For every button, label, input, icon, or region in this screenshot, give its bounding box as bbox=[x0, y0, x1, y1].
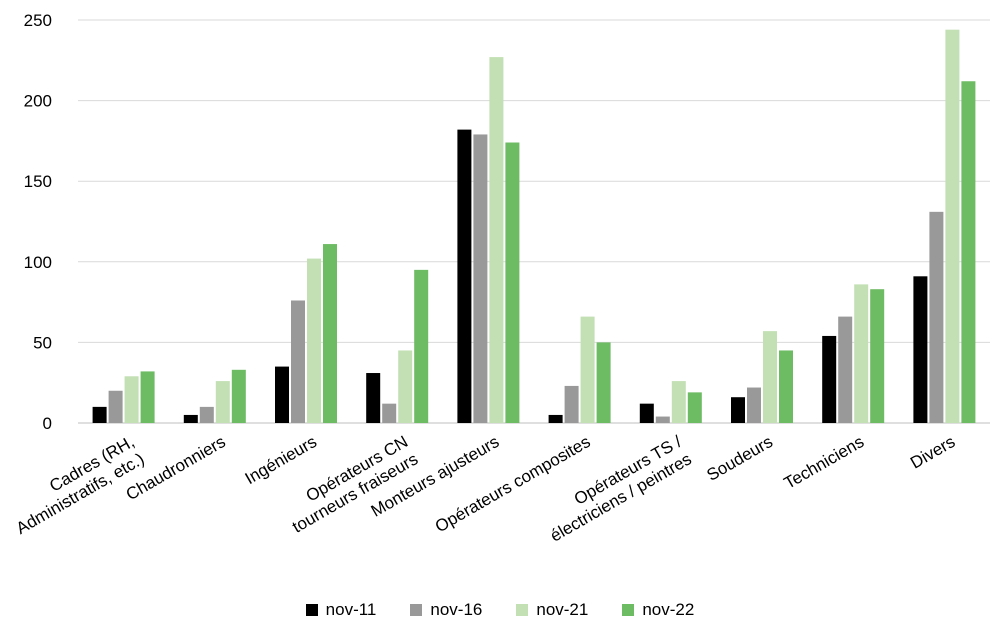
bar-nov-21-0 bbox=[124, 376, 139, 423]
bar-nov-11-3 bbox=[366, 373, 381, 423]
bar-nov-16-0 bbox=[108, 390, 123, 423]
bar-nov-22-0 bbox=[140, 371, 155, 423]
bar-nov-21-8 bbox=[854, 284, 869, 423]
bar-nov-11-0 bbox=[92, 406, 107, 423]
y-tick-label: 50 bbox=[33, 333, 52, 352]
x-category-label: Techniciens bbox=[781, 432, 867, 493]
x-axis-labels: Cadres (RH,Administratifs, etc.)Chaudron… bbox=[13, 432, 958, 546]
bar-nov-21-7 bbox=[763, 331, 777, 423]
bar-nov-16-9 bbox=[929, 211, 944, 423]
bar-nov-21-4 bbox=[489, 57, 504, 424]
bar-nov-11-6 bbox=[639, 403, 654, 423]
bar-nov-22-7 bbox=[779, 350, 793, 423]
x-category-label: Ingénieurs bbox=[242, 432, 320, 488]
legend-item-nov-16: nov-16 bbox=[410, 600, 482, 620]
legend-swatch bbox=[305, 604, 318, 616]
bar-nov-16-1 bbox=[199, 406, 214, 423]
legend: nov-11 nov-16 nov-21 nov-22 bbox=[0, 600, 1000, 620]
gridlines bbox=[78, 19, 990, 424]
bar-nov-22-9 bbox=[961, 81, 976, 424]
bar-nov-21-1 bbox=[215, 381, 230, 423]
bar-nov-22-5 bbox=[596, 342, 611, 423]
x-category-label-line: Ingénieurs bbox=[242, 432, 320, 488]
x-category-label-line: Techniciens bbox=[781, 432, 867, 493]
bar-nov-22-1 bbox=[231, 369, 246, 423]
bar-nov-16-7 bbox=[747, 387, 761, 423]
bar-nov-11-9 bbox=[913, 276, 928, 423]
x-category-label: Soudeurs bbox=[703, 432, 776, 485]
bar-nov-21-3 bbox=[398, 350, 413, 423]
bar-nov-22-8 bbox=[870, 289, 885, 423]
y-tick-label: 150 bbox=[24, 172, 52, 191]
bar-nov-21-5 bbox=[580, 316, 595, 423]
bar-nov-21-6 bbox=[671, 381, 686, 423]
bar-nov-21-2 bbox=[307, 258, 321, 423]
bar-nov-16-5 bbox=[564, 385, 579, 423]
bars bbox=[92, 29, 976, 424]
bar-nov-21-9 bbox=[945, 29, 960, 424]
bar-nov-22-2 bbox=[323, 244, 337, 423]
x-category-label-line: Divers bbox=[907, 432, 958, 473]
y-axis-ticks: 0 50 100 150 200 250 bbox=[24, 11, 52, 433]
bar-nov-11-8 bbox=[822, 335, 837, 423]
chart: 0 50 100 150 200 250 Cadres (RH,Administratif… bbox=[13, 11, 990, 546]
legend-swatch bbox=[622, 604, 635, 616]
legend-item-nov-21: nov-21 bbox=[516, 600, 588, 620]
y-tick-label: 200 bbox=[24, 92, 52, 111]
legend-label: nov-21 bbox=[536, 600, 589, 619]
bar-nov-16-6 bbox=[655, 416, 670, 423]
x-category-label-line: Soudeurs bbox=[703, 432, 776, 485]
bar-nov-22-6 bbox=[687, 392, 702, 423]
bar-nov-11-1 bbox=[183, 414, 198, 423]
legend-item-nov-11: nov-11 bbox=[305, 600, 377, 620]
bar-nov-22-3 bbox=[414, 269, 429, 423]
legend-item-nov-22: nov-22 bbox=[622, 600, 694, 620]
bar-nov-11-7 bbox=[731, 397, 745, 423]
y-tick-label: 250 bbox=[24, 11, 52, 30]
legend-swatch bbox=[410, 604, 423, 616]
x-category-label: Divers bbox=[907, 432, 958, 473]
bar-nov-16-3 bbox=[382, 403, 397, 423]
bar-nov-16-8 bbox=[838, 316, 853, 423]
bar-nov-11-2 bbox=[275, 366, 289, 423]
bar-nov-16-4 bbox=[473, 134, 488, 423]
bar-nov-11-4 bbox=[457, 129, 472, 423]
bar-nov-16-2 bbox=[291, 300, 305, 423]
legend-label: nov-22 bbox=[642, 600, 695, 619]
legend-label: nov-11 bbox=[325, 600, 377, 619]
legend-swatch bbox=[516, 604, 529, 616]
y-tick-label: 100 bbox=[24, 253, 52, 272]
bar-nov-11-5 bbox=[548, 414, 563, 423]
bar-nov-22-4 bbox=[505, 142, 520, 423]
y-tick-label: 0 bbox=[43, 414, 52, 433]
legend-label: nov-16 bbox=[430, 600, 483, 619]
